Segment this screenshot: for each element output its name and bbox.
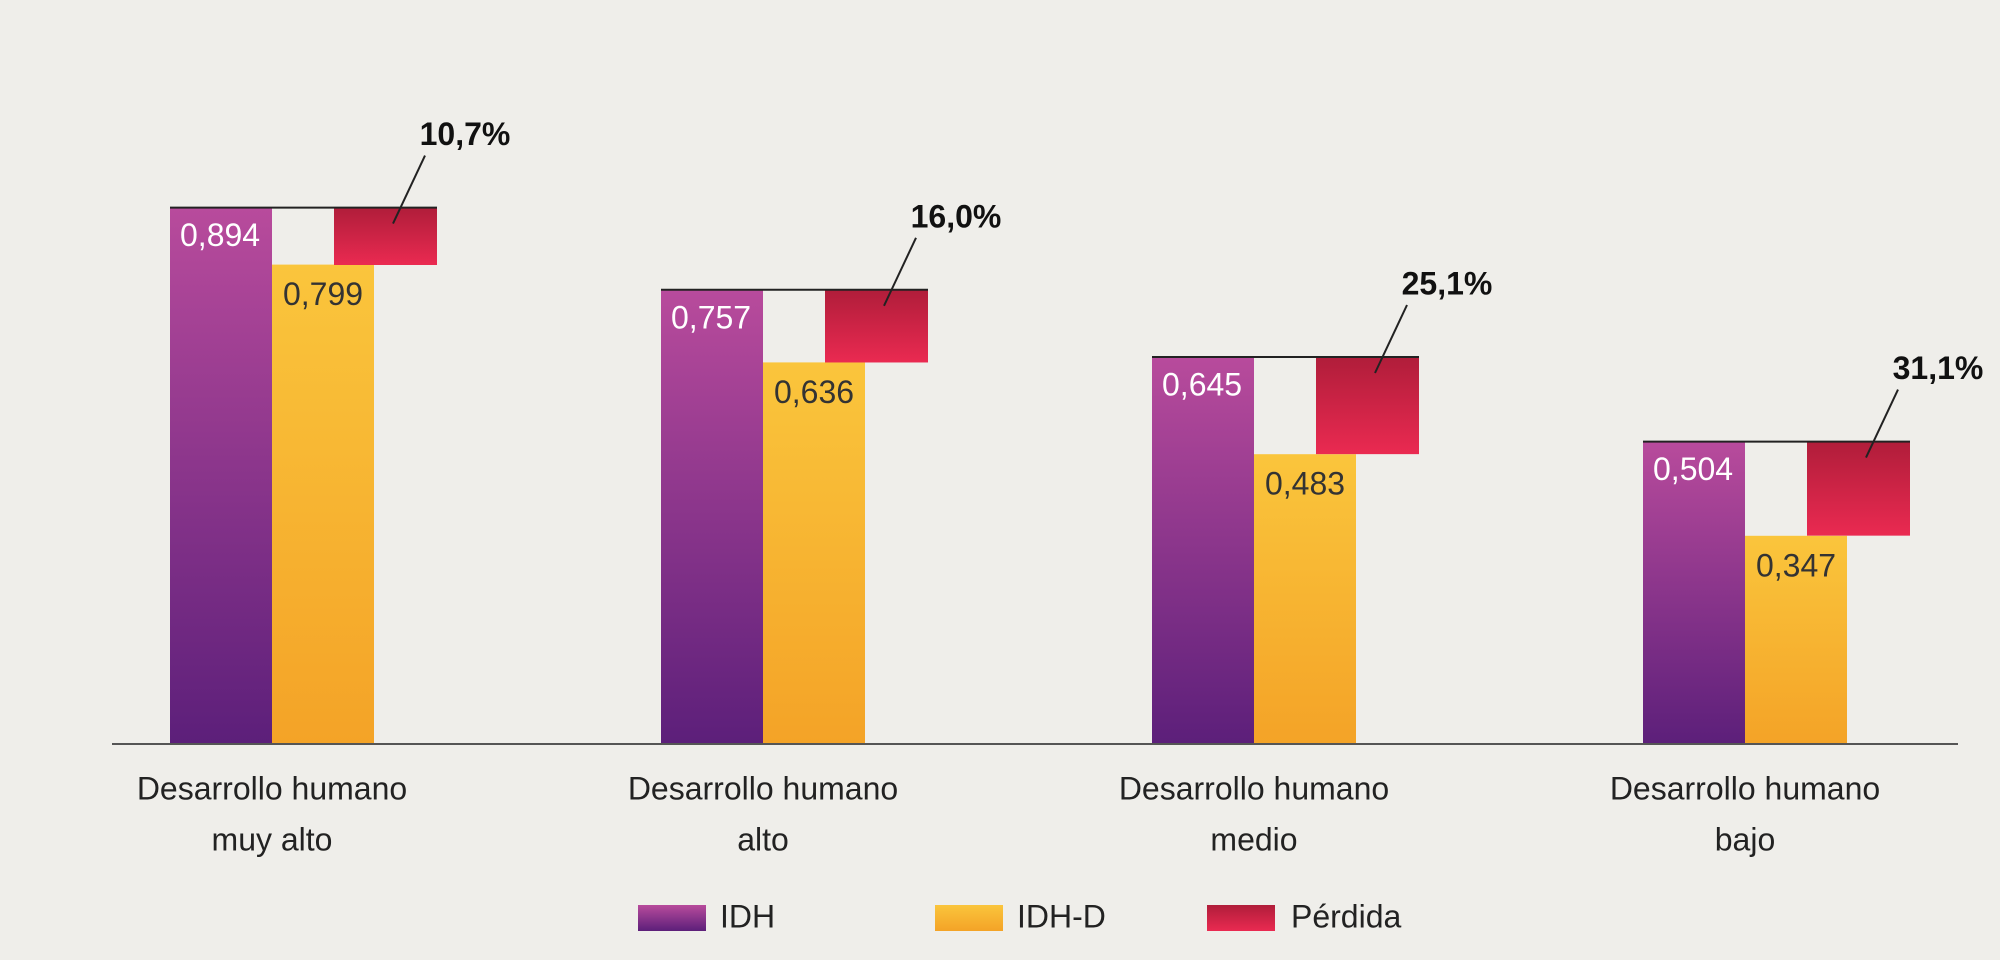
bar bbox=[1643, 441, 1745, 744]
legend-label: Pérdida bbox=[1291, 898, 1402, 934]
value-label: 0,757 bbox=[671, 299, 751, 335]
bar bbox=[1316, 357, 1419, 455]
leader-line bbox=[883, 237, 917, 307]
bar bbox=[170, 207, 272, 745]
bar bbox=[825, 289, 928, 363]
value-label: 0,645 bbox=[1162, 366, 1242, 402]
x-tick-label: bajo bbox=[1715, 821, 1776, 857]
x-tick-label: Desarrollo humano bbox=[628, 770, 898, 806]
x-tick-label: medio bbox=[1210, 821, 1297, 857]
value-label: 25,1% bbox=[1402, 265, 1493, 301]
legend-label: IDH bbox=[720, 898, 775, 934]
value-label: 0,504 bbox=[1653, 451, 1733, 487]
bar bbox=[1254, 454, 1356, 744]
x-tick-label: Desarrollo humano bbox=[1610, 770, 1880, 806]
x-tick-label: Desarrollo humano bbox=[137, 770, 407, 806]
value-label: 16,0% bbox=[911, 198, 1002, 234]
value-label: 0,799 bbox=[283, 276, 363, 312]
leader-line bbox=[1865, 389, 1899, 459]
bar bbox=[334, 207, 437, 265]
x-tick-label: muy alto bbox=[212, 821, 333, 857]
value-label: 0,636 bbox=[774, 374, 854, 410]
leader-line bbox=[1374, 304, 1408, 374]
x-tick-label: alto bbox=[737, 821, 789, 857]
value-label: 0,894 bbox=[180, 217, 260, 253]
bar bbox=[272, 264, 374, 744]
legend-swatch bbox=[1207, 905, 1275, 931]
value-label: 10,7% bbox=[420, 116, 511, 152]
bar bbox=[1745, 535, 1847, 744]
legend-swatch bbox=[638, 905, 706, 931]
value-label: 0,347 bbox=[1756, 547, 1836, 583]
value-label: 31,1% bbox=[1893, 350, 1984, 386]
bar bbox=[1807, 441, 1910, 536]
leader-line bbox=[392, 155, 426, 225]
bar bbox=[661, 289, 763, 744]
bar bbox=[763, 362, 865, 744]
x-tick-label: Desarrollo humano bbox=[1119, 770, 1389, 806]
legend-swatch bbox=[935, 905, 1003, 931]
bar bbox=[1152, 357, 1254, 744]
value-label: 0,483 bbox=[1265, 466, 1345, 502]
legend-label: IDH-D bbox=[1017, 898, 1106, 934]
